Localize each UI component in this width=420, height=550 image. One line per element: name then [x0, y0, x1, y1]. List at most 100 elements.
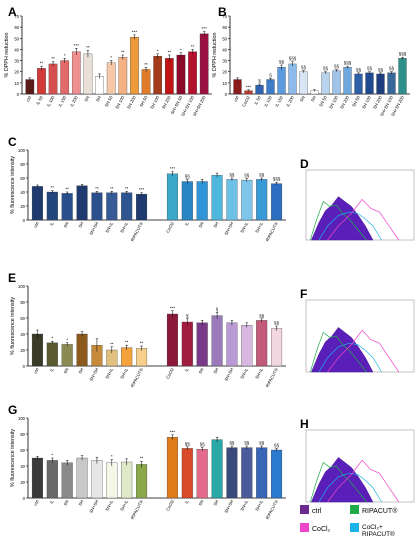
x-tick-label: IL 100	[263, 95, 273, 108]
significance-label: **	[86, 45, 90, 50]
histogram-cocl2-ripacut	[318, 472, 382, 503]
panel-H: H	[300, 417, 415, 503]
x-tick-label: SN	[197, 499, 204, 506]
significance-label: *	[110, 55, 112, 60]
bar	[136, 464, 148, 499]
y-tick-label: 20	[20, 348, 25, 353]
y-axis-title: % fluorescence intensity	[10, 429, 16, 487]
significance-label: §§	[378, 67, 384, 72]
significance-label: **	[40, 61, 44, 66]
bar	[211, 439, 223, 499]
y-tick-label: 10	[14, 81, 19, 86]
x-tick-label: SN+IL	[239, 221, 249, 234]
x-tick-label: SN+SH	[88, 221, 99, 236]
significance-label: ***	[132, 29, 138, 34]
x-tick-label: SH 50	[351, 95, 361, 108]
y-tick-label: 80	[20, 432, 25, 437]
significance-label: **	[168, 50, 172, 55]
bar	[256, 447, 268, 499]
x-tick-label: SN 100	[114, 95, 125, 110]
bar	[181, 181, 193, 221]
panel-label: E	[8, 271, 16, 285]
bar	[46, 342, 58, 367]
bar	[121, 347, 133, 367]
x-tick-label: SH+IL	[254, 221, 264, 234]
bar	[321, 72, 330, 95]
bar	[365, 72, 374, 95]
legend: ctrl RIPACUT®CoCl₂ CoCl₂+RIPACUT®	[300, 505, 398, 538]
bar	[121, 192, 133, 221]
y-tick-label: 30	[222, 59, 227, 64]
significance-label: §§§	[273, 177, 281, 182]
legend-label-cocl2: CoCl₂	[312, 526, 331, 533]
bar	[61, 344, 73, 367]
x-tick-label: SH 100	[149, 95, 160, 110]
significance-label: **	[191, 44, 195, 49]
x-tick-label: SH	[212, 367, 219, 374]
histogram-ripacut	[309, 461, 367, 503]
bar	[164, 58, 174, 95]
x-tick-label: SH+IL	[119, 367, 129, 380]
significance-label: *	[51, 453, 53, 458]
significance-label: §§	[367, 66, 373, 71]
panel-D: D	[300, 157, 415, 241]
bar	[136, 193, 148, 221]
histogram-cocl2-ripacut	[318, 342, 382, 373]
significance-label: §§	[185, 174, 191, 179]
x-tick-label: RIPACUT®	[265, 220, 280, 242]
significance-label: *	[157, 48, 159, 53]
legend-swatch-ctrl	[300, 505, 309, 514]
bar	[106, 462, 118, 499]
x-tick-label: SN+IL	[104, 221, 114, 234]
panel-label: A	[8, 5, 17, 19]
y-tick-label: 60	[14, 25, 19, 30]
significance-label: **	[110, 186, 114, 191]
x-tick-label: ctrl	[33, 367, 40, 374]
x-tick-label: SN 50	[318, 95, 328, 108]
significance-label: §§	[229, 173, 235, 178]
x-tick-label: SN+SH	[88, 499, 99, 514]
y-tick-label: 50	[222, 36, 227, 41]
x-tick-label: SH 50	[139, 95, 149, 108]
significance-label: ***	[246, 84, 252, 89]
y-tick-label: 80	[20, 162, 25, 167]
bar	[91, 192, 103, 221]
bar	[241, 179, 253, 221]
y-tick-label: 70	[222, 14, 227, 19]
bar	[153, 55, 163, 95]
significance-label: **	[95, 186, 99, 191]
x-tick-label: RIPACUT®	[130, 366, 145, 388]
x-tick-label: IL	[184, 499, 190, 505]
x-tick-label: IL 100	[46, 95, 56, 108]
significance-label: **	[110, 341, 114, 346]
significance-label: **	[140, 341, 144, 346]
y-tick-label: 0	[225, 92, 228, 97]
panel-label: F	[300, 287, 307, 301]
y-tick-label: 20	[222, 70, 227, 75]
bar	[176, 54, 186, 95]
x-tick-label: IL 150	[274, 95, 284, 108]
bar	[118, 57, 128, 95]
bar	[37, 68, 46, 95]
x-tick-label: IL 50	[35, 95, 44, 106]
bar	[277, 67, 286, 95]
y-tick-label: 20	[14, 70, 19, 75]
significance-label: §§	[259, 313, 265, 318]
y-tick-label: 40	[14, 47, 19, 52]
significance-label: §§	[274, 321, 280, 326]
significance-label: **	[140, 456, 144, 461]
bar	[387, 72, 396, 95]
bar	[76, 333, 88, 367]
bar	[271, 449, 283, 499]
significance-label: ***	[74, 43, 80, 48]
y-tick-label: 60	[20, 176, 25, 181]
y-tick-label: 0	[23, 364, 26, 369]
bar	[181, 448, 193, 499]
bar	[343, 67, 352, 95]
significance-label: §	[216, 307, 219, 312]
bar	[76, 457, 88, 499]
x-tick-label: IL	[49, 499, 55, 505]
x-tick-label: SH 200	[372, 95, 383, 110]
significance-label: **	[125, 186, 129, 191]
bar	[61, 462, 73, 499]
